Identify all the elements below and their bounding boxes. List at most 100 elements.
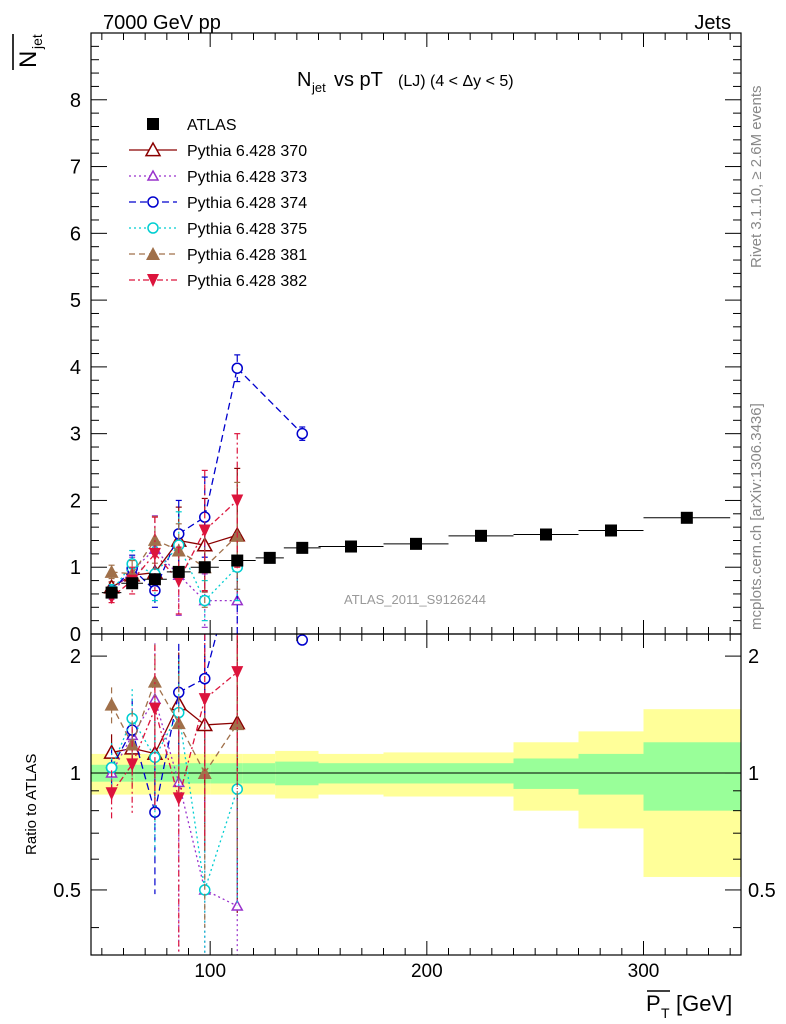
ratio-series-line <box>154 708 180 799</box>
series-marker <box>147 532 162 546</box>
ratio-series-line <box>178 698 206 799</box>
x-tick-label: 100 <box>194 961 226 982</box>
y-axis-label: N jet <box>15 34 45 68</box>
series-line <box>236 367 303 435</box>
legend-entry: Pythia 6.428 381 <box>129 247 307 264</box>
series-marker <box>231 362 243 374</box>
y-tick-label: 7 <box>70 157 81 179</box>
ratio-band-inner <box>578 753 644 795</box>
ratio-series-line <box>131 681 156 745</box>
ratio-y-tick-label: 2 <box>70 646 81 668</box>
series-pythia-6-428-374 <box>105 354 308 895</box>
legend-label: Pythia 6.428 375 <box>187 221 307 238</box>
y-tick-label: 8 <box>70 90 81 112</box>
ratio-axis-label: Ratio to ATLAS <box>23 754 40 855</box>
ratio-series-line <box>131 708 156 765</box>
ratio-series-line <box>111 735 133 774</box>
legend: ATLAS Pythia 6.428 370 Pythia 6.428 373 Pyt… <box>129 117 307 290</box>
title-sub: jet <box>311 80 326 95</box>
ratio-series-line <box>178 782 206 891</box>
ratio-series-marker <box>198 693 211 707</box>
ratio-series-marker <box>231 666 244 680</box>
data-point <box>345 540 357 553</box>
series-marker <box>104 564 119 578</box>
ratio-series-marker <box>197 766 212 780</box>
ratio-series-marker <box>105 787 118 801</box>
y-tick-label: 0 <box>70 624 81 646</box>
series-marker <box>231 494 244 508</box>
ratio-panel-frame <box>90 633 742 956</box>
ratio-band-inner <box>643 742 741 811</box>
ratio-series-line <box>111 704 133 745</box>
ratio-y-tick-label: 1 <box>70 763 81 785</box>
legend-entry: Pythia 6.428 374 <box>129 195 307 212</box>
ratio-series-line <box>131 729 156 813</box>
legend-entry: Pythia 6.428 375 <box>129 221 307 238</box>
ratio-series-line <box>154 712 180 758</box>
rivet-label: Rivet 3.1.10, ≥ 2.6M events <box>748 85 765 269</box>
data-point <box>296 541 309 554</box>
legend-marker <box>146 247 160 260</box>
legend-marker <box>147 196 159 208</box>
ratio-series-line <box>204 788 238 891</box>
legend-label: Pythia 6.428 373 <box>187 169 307 186</box>
data-point <box>126 577 139 590</box>
series-line <box>154 544 180 575</box>
ratio-series-line <box>111 729 133 768</box>
chart-title: N jet vs pT (LJ) (4 < Δy < 5) <box>297 69 514 95</box>
x-axis-label-sub: T <box>661 1005 670 1021</box>
title-qualifier: (LJ) (4 < Δy < 5) <box>398 73 514 90</box>
ratio-y-tick-label-right: 1 <box>748 763 759 785</box>
axes-layer: 100 200 300 0 1 2 3 4 5 6 7 8 0.5 0.5 1 1 2 2 <box>53 32 776 982</box>
legend-label: Pythia 6.428 381 <box>187 247 307 264</box>
ratio-series-marker <box>126 758 139 772</box>
data-point <box>198 561 211 574</box>
x-axis-label-main: P <box>646 991 661 1016</box>
mcplots-label: mcplots.cern.ch [arXiv:1306.3436] <box>748 403 765 630</box>
y-tick-label: 5 <box>70 290 81 312</box>
x-axis-label-unit: [GeV] <box>676 991 732 1016</box>
data-point <box>680 511 693 524</box>
y-tick-label: 4 <box>70 357 81 379</box>
data-point <box>231 554 244 567</box>
ratio-series-line <box>204 633 218 679</box>
ratio-y-tick-label-right: 2 <box>748 646 759 668</box>
y-tick-label: 3 <box>70 424 81 446</box>
legend-marker <box>147 274 159 287</box>
series-layer <box>103 354 308 955</box>
data-point <box>263 551 276 564</box>
ratio-series-marker <box>147 674 162 688</box>
data-point <box>105 586 118 599</box>
y-tick-label: 2 <box>70 490 81 512</box>
ratio-series-marker <box>172 792 185 806</box>
ratio-y-tick-label-right: 0.5 <box>748 880 776 902</box>
legend-marker <box>144 141 162 157</box>
ratio-series-marker <box>104 697 119 711</box>
series-marker <box>296 427 308 440</box>
atlas-data-layer <box>101 511 731 599</box>
ratio-band-inner <box>513 758 579 789</box>
y-tick-label: 1 <box>70 557 81 579</box>
y-tick-label: 6 <box>70 223 81 245</box>
header-left: 7000 GeV pp <box>103 12 221 34</box>
legend-entry: Pythia 6.428 373 <box>129 169 307 186</box>
ratio-series-line <box>204 889 238 907</box>
ratio-bands <box>91 709 741 877</box>
x-tick-label: 200 <box>411 961 443 982</box>
data-point <box>410 537 422 550</box>
title-vs: vs pT <box>334 69 383 91</box>
data-point <box>605 524 617 537</box>
series-line <box>204 368 238 518</box>
legend-entry: ATLAS <box>147 117 237 134</box>
data-point <box>540 528 552 541</box>
ratio-series-line <box>178 712 206 891</box>
ratio-series-line <box>110 718 133 768</box>
header-right: Jets <box>694 12 731 34</box>
x-tick-label: 300 <box>628 961 660 982</box>
legend-entry: Pythia 6.428 370 <box>129 141 307 160</box>
legend-marker <box>146 169 160 181</box>
data-point <box>172 565 185 578</box>
title-main: N <box>297 69 311 91</box>
legend-label: Pythia 6.428 374 <box>187 195 307 212</box>
